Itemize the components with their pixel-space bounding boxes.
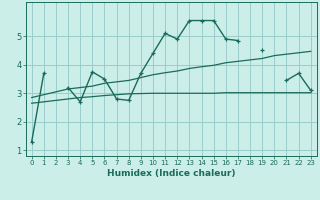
X-axis label: Humidex (Indice chaleur): Humidex (Indice chaleur) [107,169,236,178]
